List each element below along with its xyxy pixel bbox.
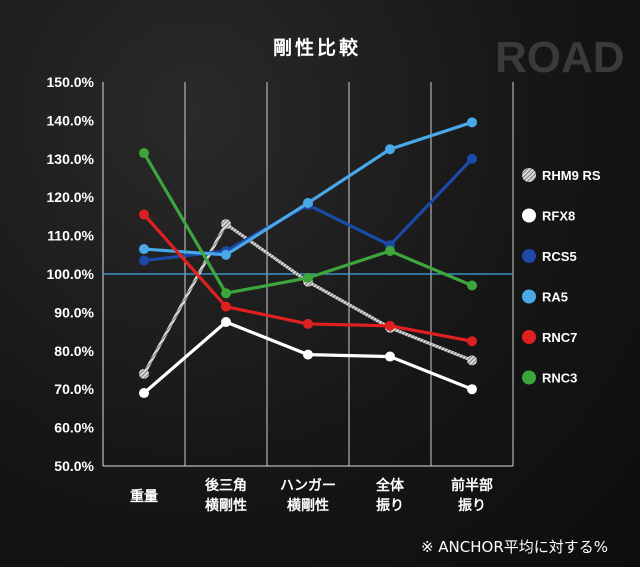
data-point — [303, 349, 313, 360]
y-tick-label: 140.0% — [47, 112, 95, 128]
data-point — [221, 317, 231, 327]
legend-marker — [522, 289, 536, 304]
legend-label: RNC7 — [542, 330, 577, 345]
data-point — [139, 255, 149, 266]
y-tick-label: 110.0% — [47, 228, 94, 244]
data-point — [467, 280, 477, 291]
x-tick-label: 重量 — [130, 488, 158, 505]
series-group — [139, 117, 477, 399]
legend-label: RA5 — [542, 290, 568, 305]
x-tick-label: 全体振り — [375, 477, 405, 514]
y-tick-label: 70.0% — [54, 381, 94, 397]
data-point — [467, 153, 477, 164]
y-tick-label: 50.0% — [54, 458, 94, 474]
y-tick-label: 150.0% — [47, 74, 95, 90]
footnote: ※ ANCHOR平均に対する% — [421, 538, 608, 556]
data-point — [467, 336, 477, 347]
legend-label: RHM9 RS — [542, 168, 601, 183]
data-point — [221, 288, 231, 299]
chart-title: 剛性比較 — [273, 36, 361, 59]
legend-label: RNC3 — [542, 371, 577, 386]
legend-marker — [522, 330, 536, 344]
legend-label: RFX8 — [542, 209, 575, 224]
y-tick-label: 120.0% — [47, 189, 95, 205]
data-point — [385, 351, 395, 362]
data-point — [139, 368, 149, 379]
x-tick-label: ハンガー横剛性 — [280, 478, 336, 514]
data-point — [303, 318, 313, 329]
y-tick-label: 90.0% — [54, 304, 94, 320]
data-point — [467, 384, 477, 395]
y-tick-label: 100.0% — [47, 266, 95, 282]
legend-marker — [522, 208, 536, 223]
data-point — [385, 144, 395, 155]
x-tick-label: 前半部振り — [451, 477, 493, 514]
data-point — [221, 301, 231, 312]
data-point — [467, 355, 477, 366]
y-tick-label: 130.0% — [47, 151, 95, 167]
x-tick-label: 後三角横剛性 — [205, 477, 247, 514]
data-point — [139, 148, 149, 159]
data-point — [139, 388, 149, 399]
legend-marker — [522, 370, 536, 385]
data-point — [385, 245, 395, 256]
legend-marker — [522, 249, 536, 263]
data-point — [139, 244, 149, 255]
legend: RHM9 RS RFX8 RCS5 RA5 RNC7 RNC3 — [522, 168, 601, 386]
legend-label: RCS5 — [542, 249, 577, 264]
y-axis-ticks: 50.0% 60.0% 70.0% 80.0% 90.0% 100.0% 110.0% 120… — [47, 74, 95, 474]
y-tick-label: 80.0% — [54, 343, 94, 359]
data-point — [385, 320, 395, 331]
data-point — [467, 117, 477, 128]
data-point — [221, 249, 231, 260]
data-point — [221, 219, 231, 230]
watermark-text: ROAD — [495, 33, 625, 82]
legend-marker — [522, 168, 536, 182]
data-point — [303, 272, 313, 283]
data-point — [139, 209, 149, 220]
data-point — [303, 197, 313, 208]
y-tick-label: 60.0% — [54, 420, 94, 436]
